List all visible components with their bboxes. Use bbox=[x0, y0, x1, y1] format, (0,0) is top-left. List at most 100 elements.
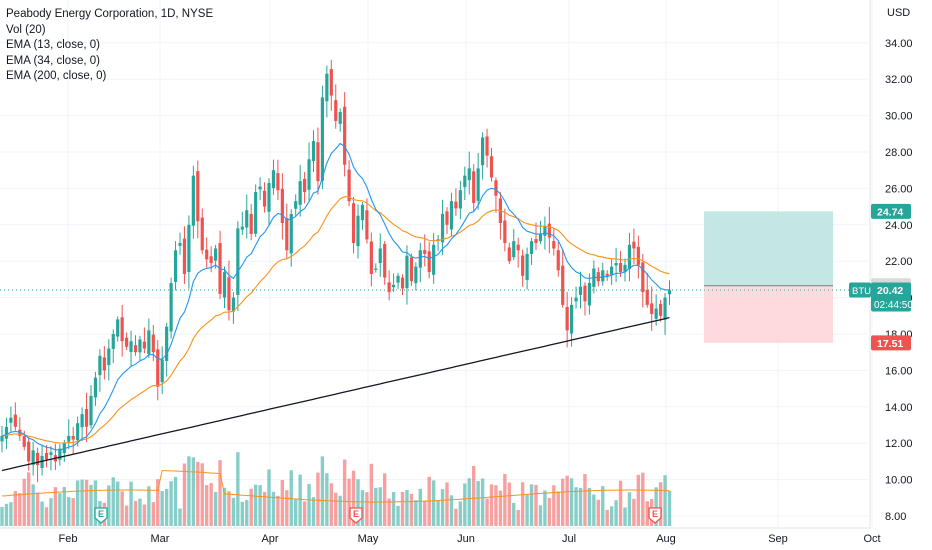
candle-body bbox=[632, 241, 636, 249]
volume-bar bbox=[654, 487, 658, 526]
volume-bar bbox=[218, 460, 222, 526]
volume-bar bbox=[472, 465, 476, 526]
volume-bar bbox=[147, 486, 151, 526]
candle-body bbox=[618, 263, 623, 273]
candle-body bbox=[107, 348, 111, 366]
volume-bar bbox=[534, 484, 538, 526]
volume-bar bbox=[409, 493, 414, 526]
volume-bar bbox=[142, 504, 147, 526]
candle-body bbox=[209, 256, 213, 264]
earnings-marker: E bbox=[94, 507, 108, 524]
volume-bar bbox=[35, 492, 40, 526]
candle-body bbox=[258, 186, 262, 190]
volume-bar bbox=[334, 492, 338, 526]
candle-body bbox=[338, 111, 342, 124]
volume-bar bbox=[222, 487, 227, 526]
candle-body bbox=[458, 190, 462, 209]
candle-body bbox=[27, 441, 31, 462]
earnings-letter: E bbox=[98, 509, 104, 519]
volume-bar bbox=[405, 489, 409, 526]
volume-bar bbox=[583, 473, 587, 526]
volume-bar bbox=[289, 470, 293, 526]
candle-body bbox=[476, 168, 480, 201]
volume-bar bbox=[191, 457, 196, 526]
volume-bar bbox=[325, 473, 329, 526]
volume-bar bbox=[627, 492, 632, 526]
volume-bar bbox=[271, 491, 276, 526]
legend-vol: Vol (20) bbox=[6, 23, 46, 36]
legend-ema34: EMA (34, close, 0) bbox=[6, 54, 100, 67]
volume-bar bbox=[133, 500, 138, 526]
volume-bar bbox=[552, 485, 556, 526]
candle-body bbox=[31, 450, 35, 465]
volume-bar bbox=[49, 498, 53, 526]
volume-bar bbox=[489, 484, 494, 526]
x-tick-label: Aug bbox=[656, 533, 676, 545]
volume-bar bbox=[503, 473, 507, 526]
volume-bar bbox=[236, 452, 240, 526]
candle-body bbox=[507, 247, 511, 262]
volume-bar bbox=[13, 491, 18, 526]
volume-bar bbox=[129, 481, 133, 526]
volume-bar bbox=[569, 478, 574, 526]
x-tick-label: Mar bbox=[151, 533, 170, 545]
candle-body bbox=[62, 443, 66, 454]
volume-bar bbox=[645, 501, 649, 526]
volume-bar bbox=[173, 476, 178, 526]
x-tick-label: Sep bbox=[768, 533, 788, 545]
volume-bar bbox=[307, 483, 311, 526]
volume-bar bbox=[463, 483, 467, 526]
target-tag-box bbox=[871, 203, 911, 219]
candle-body bbox=[614, 263, 618, 266]
volume-bar bbox=[445, 482, 449, 526]
stop-tag-text: 17.51 bbox=[877, 338, 903, 350]
candle-body bbox=[311, 141, 316, 162]
candle-body bbox=[289, 213, 293, 254]
volume-bar bbox=[200, 463, 204, 526]
volume-bar bbox=[240, 501, 244, 526]
candle-body bbox=[659, 303, 663, 316]
volume-bar bbox=[512, 502, 516, 526]
x-tick-label: Jul bbox=[562, 533, 576, 545]
candle-body bbox=[231, 297, 235, 312]
x-tick-label: Apr bbox=[261, 533, 278, 545]
candle-body bbox=[556, 250, 560, 271]
legend-ema200: EMA (200, close, 0) bbox=[6, 70, 107, 82]
x-tick-label: Jun bbox=[457, 533, 475, 545]
candle-body bbox=[529, 241, 534, 254]
candle-body bbox=[605, 273, 609, 276]
volume-bar bbox=[365, 492, 369, 526]
candle-body bbox=[645, 289, 649, 305]
candle-body bbox=[356, 215, 360, 247]
candle-body bbox=[347, 169, 351, 202]
volume-bar bbox=[578, 488, 583, 526]
legend-ema13: EMA (13, close, 0) bbox=[6, 39, 100, 51]
volume-bar bbox=[40, 501, 44, 526]
candle-body bbox=[654, 308, 658, 319]
candle-body bbox=[4, 426, 9, 439]
candle-body bbox=[262, 190, 267, 207]
candle-body bbox=[418, 250, 422, 268]
volume-bar bbox=[391, 491, 396, 526]
candle-body bbox=[485, 136, 489, 156]
candle-body bbox=[271, 170, 276, 189]
candle-body bbox=[320, 97, 324, 181]
stop-tag-box bbox=[871, 335, 911, 351]
candle-body bbox=[610, 266, 614, 275]
volume-bar bbox=[663, 475, 667, 526]
earnings-badge bbox=[349, 507, 363, 524]
candle-body bbox=[116, 319, 120, 337]
volume-bar bbox=[556, 491, 560, 526]
candle-body bbox=[378, 248, 382, 264]
volume-bar bbox=[227, 491, 231, 526]
volume-bar bbox=[320, 456, 325, 526]
candle-body bbox=[147, 330, 151, 355]
y-tick-label: 30.00 bbox=[885, 111, 913, 123]
volume-bar bbox=[178, 508, 182, 526]
y-tick-label: 28.00 bbox=[885, 147, 913, 159]
volume-bar bbox=[342, 459, 347, 526]
candle-body bbox=[534, 239, 538, 243]
volume-bar bbox=[67, 497, 71, 526]
volume-bar bbox=[245, 500, 249, 526]
